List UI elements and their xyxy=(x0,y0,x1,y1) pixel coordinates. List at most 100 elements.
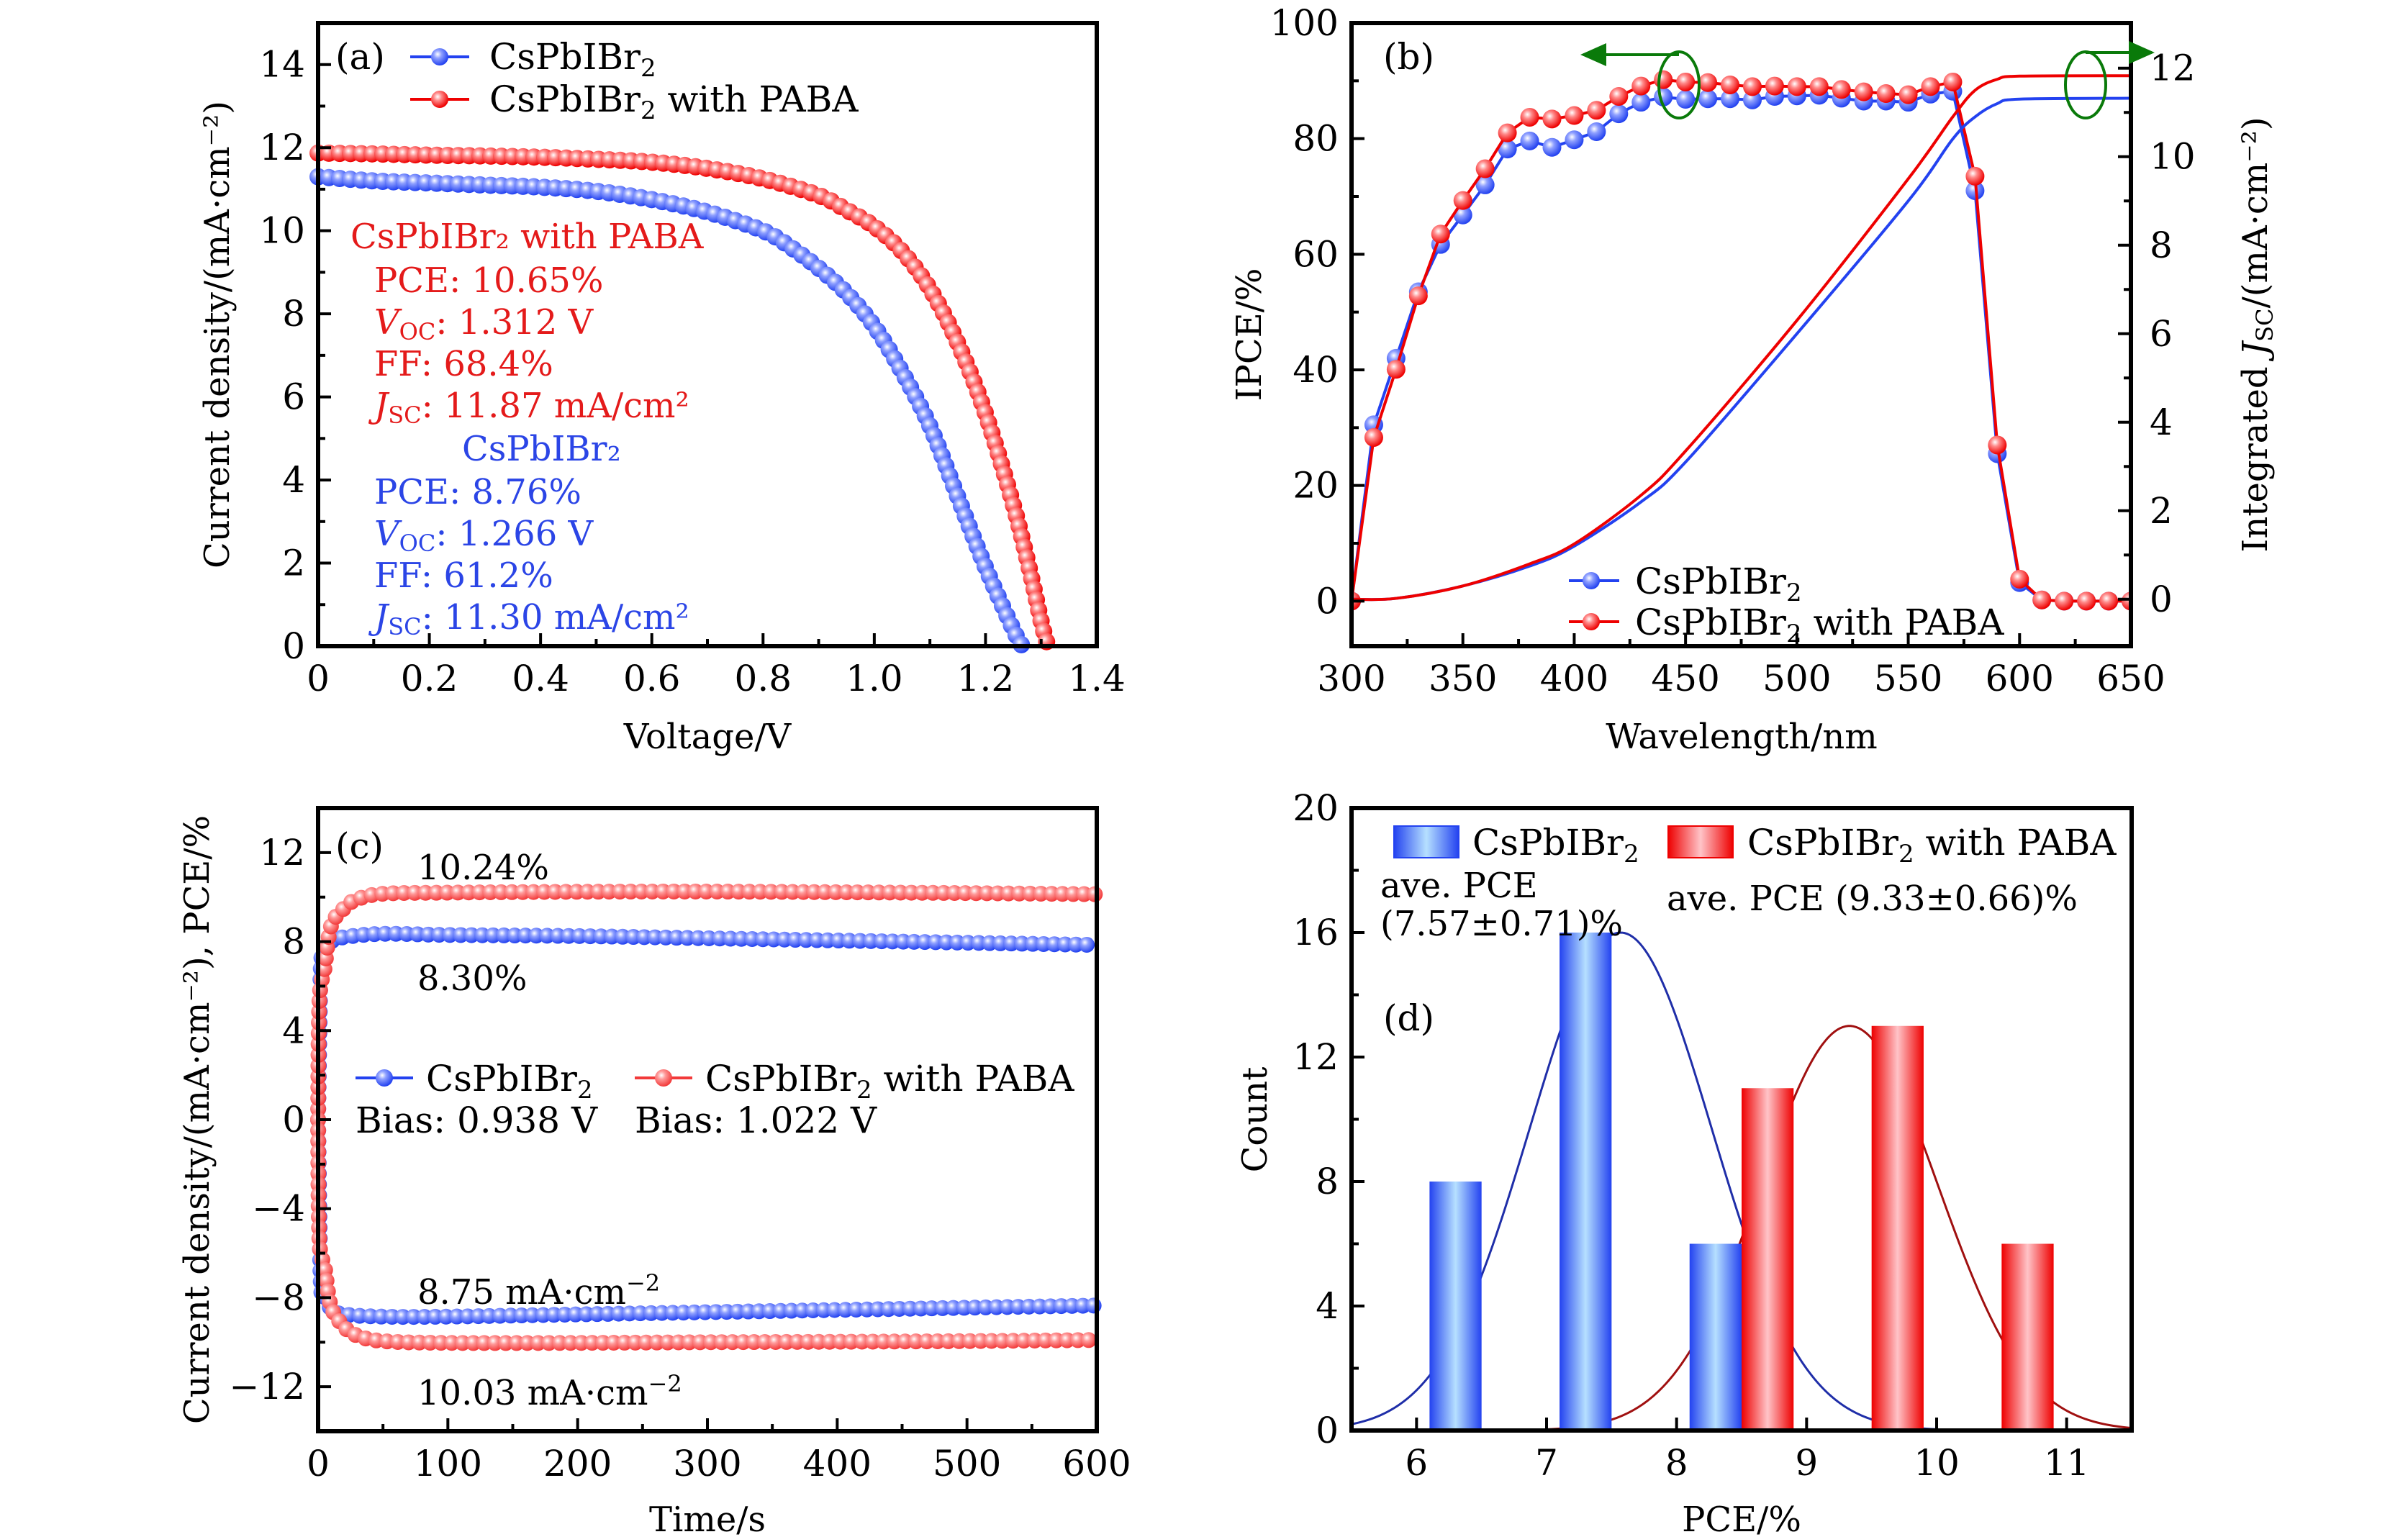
panel-b-right-ticks: 0 2 4 6 8 10 12 xyxy=(2118,47,2196,620)
data-point xyxy=(1654,70,1673,89)
data-point xyxy=(1742,77,1762,96)
panel-a: (a) CsPbIBr2 CsPbIBr2 with PABA CsPbIBr₂… xyxy=(197,21,1126,757)
y-tick-label: 8 xyxy=(282,293,305,335)
data-point xyxy=(1698,73,1718,92)
data-point xyxy=(2122,591,2131,611)
y-tick-label: 0 xyxy=(282,1099,305,1141)
y-tick-label: −8 xyxy=(252,1277,305,1318)
x-tick-label: 450 xyxy=(1651,658,1719,699)
annot-ctrl-j: 8.75 mA·cm−2 xyxy=(417,1269,660,1312)
x-tick-label: 1.2 xyxy=(957,658,1015,699)
series-ipce-paba xyxy=(1352,70,2131,611)
annot-paba-jsc: JSC: 11.87 mA/cm² xyxy=(368,386,689,429)
x-tick-label: 0.2 xyxy=(401,658,458,699)
x-tick-label: 0.6 xyxy=(623,658,681,699)
annot-paba-pce: 10.24% xyxy=(417,848,549,888)
data-point xyxy=(1475,159,1495,178)
legend-marker-red xyxy=(1583,613,1600,630)
annot-ctrl-voc: VOC: 1.266 V xyxy=(374,514,594,557)
data-point xyxy=(1721,75,1740,94)
panel-c-annotations: 10.24% 8.30% 8.75 mA·cm−2 10.03 mA·cm−2 xyxy=(417,848,682,1413)
data-point xyxy=(1453,191,1472,210)
data-point xyxy=(1453,205,1472,225)
y-tick-label: 16 xyxy=(1293,912,1339,953)
series-line xyxy=(1352,74,2131,602)
y-right-tick-label: 6 xyxy=(2150,313,2173,355)
y-tick-label: 60 xyxy=(1293,233,1339,275)
data-point xyxy=(1631,76,1651,96)
legend-label-control: CsPbIBr2 xyxy=(1472,822,1639,869)
y-right-tick-label: 10 xyxy=(2150,136,2196,178)
panel-a-ticks: 0 0.2 0.4 0.6 0.8 1.0 1.2 1.4 0 2 4 6 8 10 12 14 xyxy=(259,44,1125,699)
data-point xyxy=(1698,89,1718,109)
legend-marker-blue xyxy=(376,1069,393,1087)
panel-c-legend: CsPbIBr2 CsPbIBr2 with PABA Bias: 0.938 … xyxy=(356,1058,1074,1141)
panel-a-legend: CsPbIBr2 CsPbIBr2 with PABA xyxy=(410,36,859,125)
x-tick-label: 300 xyxy=(1317,658,1385,699)
panel-d: (d) CsPbIBr2 CsPbIBr2 with PABA ave. PCE… xyxy=(1235,787,2134,1537)
data-point xyxy=(1565,106,1584,125)
panel-d-ylabel: Count xyxy=(1235,1067,1275,1173)
data-point xyxy=(1542,109,1562,129)
data-point xyxy=(1520,131,1539,150)
data-point xyxy=(1787,77,1806,96)
annot-ctrl-avg-line2: (7.57±0.71)% xyxy=(1380,904,1623,944)
series-line xyxy=(1352,96,2131,602)
y-right-tick-label: 12 xyxy=(2150,47,2196,89)
series-cspbibr-with-paba-pce xyxy=(310,883,1103,1128)
y-tick-label: 12 xyxy=(1293,1036,1339,1078)
panel-b-axis-indicators xyxy=(1580,41,2155,119)
annot-ctrl-jsc: JSC: 11.30 mA/cm² xyxy=(368,597,689,640)
annot-paba-avg: ave. PCE (9.33±0.66)% xyxy=(1667,879,2078,919)
panel-c-ylabel: Current density/(mA·cm⁻²), PCE/% xyxy=(177,815,217,1424)
panel-a-annotations: CsPbIBr₂ with PABA PCE: 10.65% VOC: 1.31… xyxy=(350,217,705,640)
series-line xyxy=(1352,78,2131,603)
y-right-tick-label: 2 xyxy=(2150,490,2173,532)
bar-paba xyxy=(1742,1088,1794,1431)
series-control xyxy=(309,168,1031,653)
annot-paba-voc: VOC: 1.312 V xyxy=(374,302,594,345)
y-tick-label: 20 xyxy=(1293,465,1339,507)
legend-marker-blue xyxy=(431,48,448,65)
y-tick-label: −4 xyxy=(252,1188,305,1230)
panel-b-ticks: 300 350 400 450 500 550 600 650 0 20 40 60 80 100 xyxy=(1270,2,2165,699)
y-tick-label: 0 xyxy=(282,625,305,667)
data-point xyxy=(1765,76,1784,96)
data-point xyxy=(2055,591,2074,611)
panel-c-xlabel: Time/s xyxy=(649,1500,766,1537)
bar-control xyxy=(1560,933,1612,1431)
panel-a-ylabel: Current density/(mA·cm⁻²) xyxy=(197,101,237,568)
x-tick-label: 350 xyxy=(1429,658,1497,699)
data-point xyxy=(1587,101,1606,120)
data-point xyxy=(1498,140,1517,159)
y-tick-label: 12 xyxy=(259,127,305,168)
y-right-tick-label: 8 xyxy=(2150,225,2173,266)
data-point xyxy=(1542,137,1562,157)
y-tick-label: 0 xyxy=(1316,580,1339,622)
data-point xyxy=(2032,590,2052,609)
series-jsc-paba xyxy=(1352,74,2131,602)
data-point xyxy=(1809,77,1829,96)
x-tick-label: 0 xyxy=(307,658,330,699)
data-point xyxy=(1676,90,1696,109)
annot-ctrl-pce: 8.30% xyxy=(417,958,527,999)
bar-paba xyxy=(1871,1025,1924,1431)
y-tick-label: 2 xyxy=(282,543,305,584)
legend-marker-blue xyxy=(1583,572,1600,589)
annot-paba-title: CsPbIBr₂ with PABA xyxy=(350,217,705,257)
panel-c-label: (c) xyxy=(335,825,384,867)
data-point xyxy=(1742,90,1762,109)
y-tick-label: 80 xyxy=(1293,118,1339,160)
panel-d-xlabel: PCE/% xyxy=(1682,1500,1801,1537)
legend-paba-bias: Bias: 1.022 V xyxy=(635,1100,877,1141)
legend-marker-red xyxy=(431,91,448,108)
legend-marker-red xyxy=(655,1069,672,1087)
data-point xyxy=(1854,82,1873,101)
data-point xyxy=(1085,1297,1102,1314)
legend-label-paba: CsPbIBr2 with PABA xyxy=(705,1058,1074,1105)
y-tick-label: 20 xyxy=(1293,787,1339,829)
bar-control xyxy=(1429,1182,1482,1431)
legend-label-paba: CsPbIBr2 with PABA xyxy=(489,78,859,125)
x-tick-label: 0.4 xyxy=(512,658,569,699)
